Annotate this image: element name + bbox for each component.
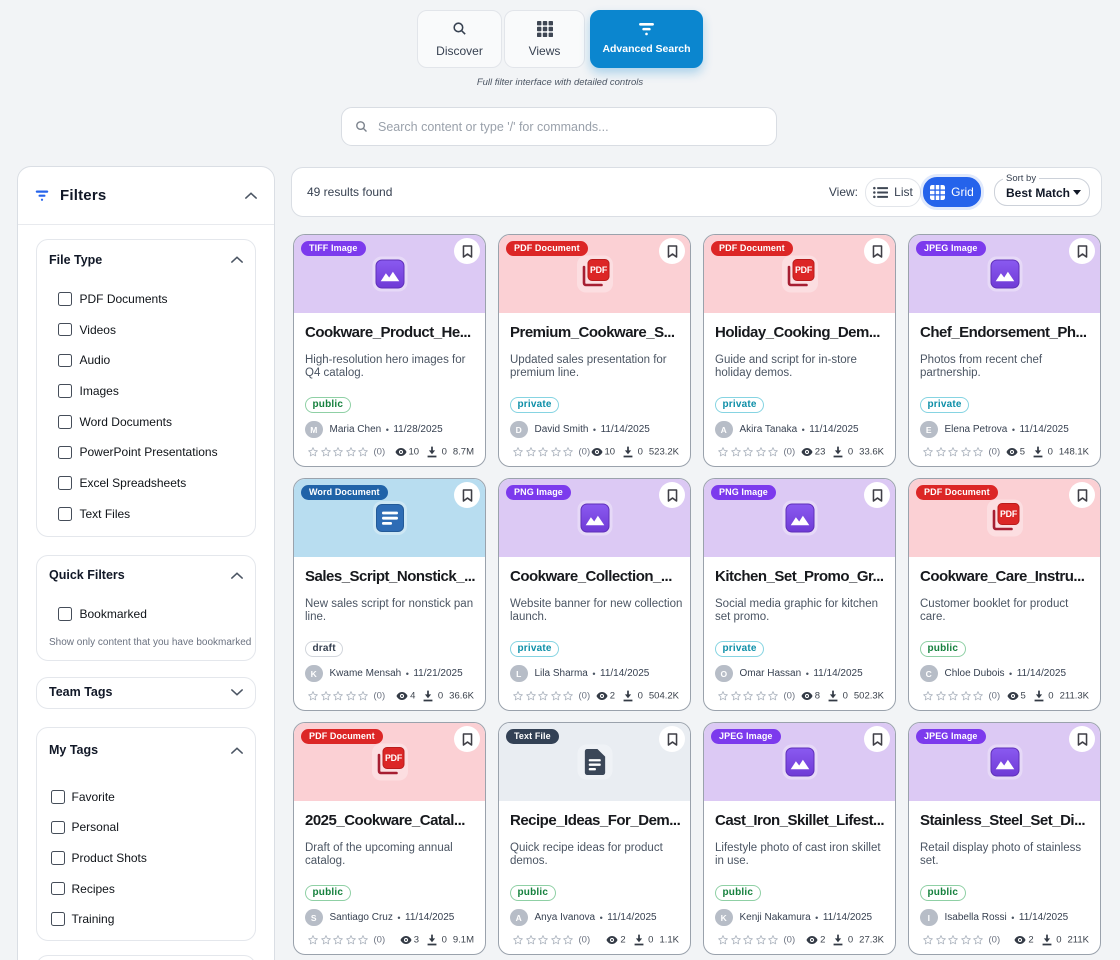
svg-text:PDF: PDF [1000,509,1018,519]
svg-text:PDF: PDF [385,753,403,763]
svg-text:PDF: PDF [590,265,608,275]
svg-text:PDF: PDF [795,265,813,275]
